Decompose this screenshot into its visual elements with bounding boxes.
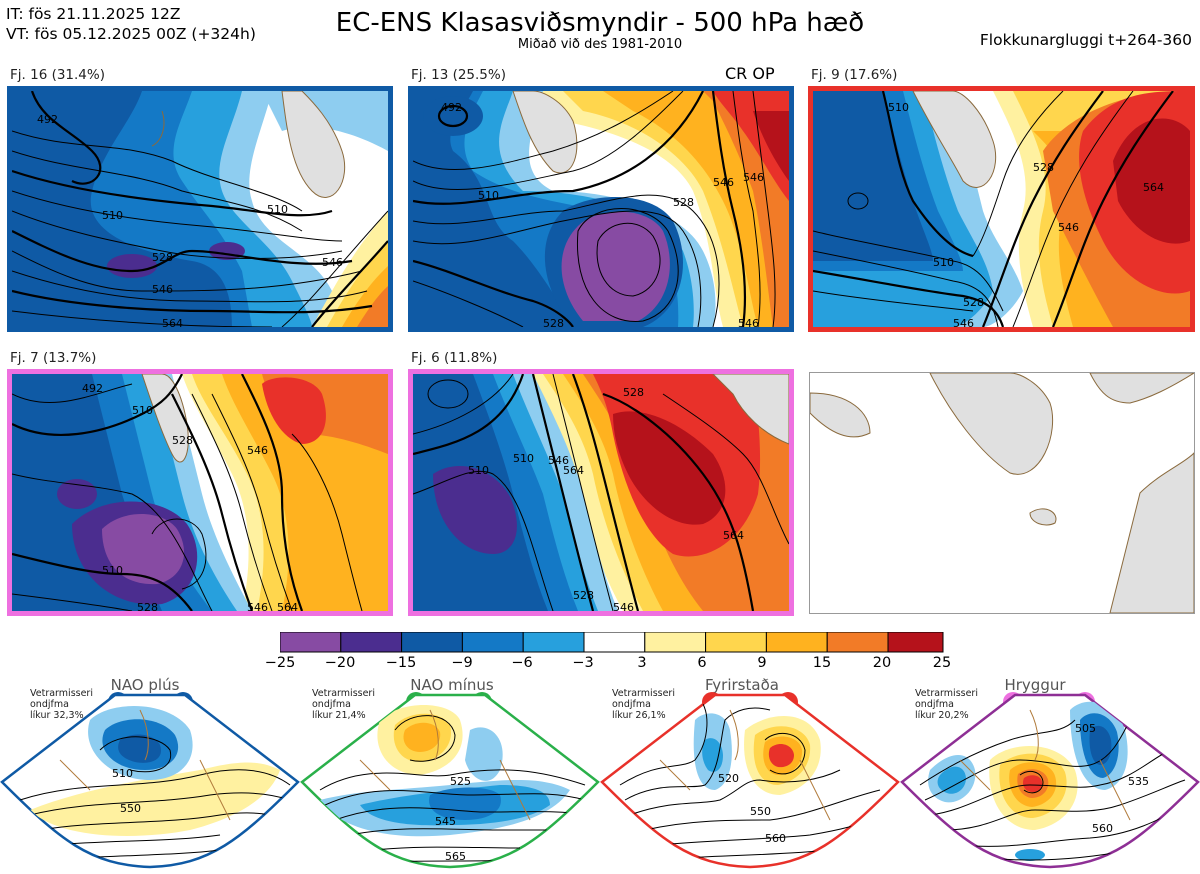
contour-label: 546 xyxy=(713,176,734,189)
contour-label: 546 xyxy=(738,317,759,327)
cluster-map-2: 492 510 528 528 546 546 546 xyxy=(408,86,794,332)
contour-label: 528 xyxy=(1033,161,1054,174)
contour-label: 528 xyxy=(152,251,173,264)
regime-info-ridge: Vetrarmisseri ondjfma líkur 20,2% xyxy=(915,688,978,721)
regime-info-nao-minus: Vetrarmisseri ondjfma líkur 21,4% xyxy=(312,688,375,721)
contour-label: 545 xyxy=(435,815,456,828)
contour-label: 546 xyxy=(247,601,268,611)
colorbar-tick: −3 xyxy=(572,655,594,671)
colorbar-tick: 6 xyxy=(697,655,707,671)
contour-label: 528 xyxy=(963,296,984,309)
contour-label: 564 xyxy=(563,464,584,477)
contour-label: 528 xyxy=(543,317,564,327)
cluster-map-3: 510 510 528 528 546 546 564 xyxy=(808,86,1195,332)
cluster-map-5: 510 510 528 528 546 546 564 564 xyxy=(408,369,794,616)
contour-label: 505 xyxy=(1075,722,1096,735)
contour-label: 546 xyxy=(743,171,764,184)
contour-label: 492 xyxy=(37,113,58,126)
cluster-map-4: 492 510 510 528 528 546 546 564 xyxy=(7,369,393,616)
initial-time: IT: fös 21.11.2025 12Z xyxy=(6,5,181,23)
regime-title-ridge: Hryggur xyxy=(1004,676,1066,694)
colorbar-tick: −20 xyxy=(324,655,356,671)
regime-map-nao-plus: 510 550 xyxy=(0,690,300,874)
contour-label: 492 xyxy=(82,382,103,395)
regime-info-blocking: Vetrarmisseri ondjfma líkur 26,1% xyxy=(612,688,675,721)
valid-time: VT: fös 05.12.2025 00Z (+324h) xyxy=(6,25,256,43)
contour-label: 565 xyxy=(445,850,466,863)
contour-label: 520 xyxy=(718,772,739,785)
contour-label: 560 xyxy=(1092,822,1113,835)
contour-label: 550 xyxy=(120,802,141,815)
colorbar-tick: −15 xyxy=(385,655,417,671)
colorbar-tick: 3 xyxy=(637,655,647,671)
anomaly-colorbar xyxy=(279,631,944,658)
contour-label: 510 xyxy=(888,101,909,114)
contour-label: 510 xyxy=(267,203,288,216)
contour-label: 510 xyxy=(102,209,123,222)
empty-base-map xyxy=(809,372,1195,614)
colorbar-tick: 15 xyxy=(812,655,832,671)
colorbar-tick: 9 xyxy=(757,655,767,671)
regime-info-nao-plus: Vetrarmisseri ondjfma líkur 32,3% xyxy=(30,688,93,721)
contour-label: 510 xyxy=(933,256,954,269)
colorbar-tick: 25 xyxy=(932,655,952,671)
contour-label: 510 xyxy=(112,767,133,780)
contour-label: 564 xyxy=(162,317,183,327)
contour-label: 546 xyxy=(1058,221,1079,234)
panel-label-3: Fj. 9 (17.6%) xyxy=(811,67,898,83)
regime-title-blocking: Fyrirstaða xyxy=(705,676,779,694)
contour-label: 535 xyxy=(1128,775,1149,788)
contour-label: 528 xyxy=(623,386,644,399)
classification-window: Flokkunargluggi t+264-360 xyxy=(979,31,1192,49)
contour-label: 510 xyxy=(468,464,489,477)
contour-label: 510 xyxy=(513,452,534,465)
cluster-map-1: 492 510 510 528 546 546 564 xyxy=(7,86,393,332)
panel-label-1: Fj. 16 (31.4%) xyxy=(10,67,105,83)
colorbar-tick: −25 xyxy=(264,655,296,671)
regime-map-nao-minus: 525 545 565 xyxy=(300,690,600,874)
regime-title-nao-minus: NAO mínus xyxy=(410,676,494,694)
panel-label-2: Fj. 13 (25.5%) xyxy=(411,67,506,83)
contour-label: 510 xyxy=(478,189,499,202)
regime-map-ridge: 505 535 560 xyxy=(900,690,1200,874)
page-subtitle: Miðað við des 1981-2010 xyxy=(517,37,683,52)
regime-map-blocking: 520 550 560 xyxy=(600,690,900,874)
panel-label-5: Fj. 6 (11.8%) xyxy=(411,350,498,366)
contour-label: 525 xyxy=(450,775,471,788)
contour-label: 510 xyxy=(102,564,123,577)
panel-label-4: Fj. 7 (13.7%) xyxy=(10,350,97,366)
contour-label: 528 xyxy=(137,601,158,611)
contour-label: 550 xyxy=(750,805,771,818)
colorbar-tick: 20 xyxy=(872,655,892,671)
header-times: IT: fös 21.11.2025 12Z VT: fös 05.12.202… xyxy=(6,4,256,44)
cr-op-label: CR OP xyxy=(725,64,775,83)
contour-label: 546 xyxy=(613,601,634,611)
contour-label: 528 xyxy=(573,589,594,602)
contour-label: 546 xyxy=(322,256,343,269)
colorbar-tick: −9 xyxy=(451,655,473,671)
contour-label: 560 xyxy=(765,832,786,845)
page-title: EC-ENS Klasasviðsmyndir - 500 hPa hæð xyxy=(335,8,865,38)
colorbar-tick: −6 xyxy=(511,655,533,671)
contour-label: 564 xyxy=(723,529,744,542)
contour-label: 528 xyxy=(172,434,193,447)
colorbar-swatches xyxy=(279,631,944,653)
contour-label: 546 xyxy=(247,444,268,457)
contour-label: 546 xyxy=(152,283,173,296)
contour-label: 564 xyxy=(1143,181,1164,194)
contour-label: 546 xyxy=(548,454,569,467)
contour-label: 546 xyxy=(953,317,974,327)
contour-label: 528 xyxy=(673,196,694,209)
contour-label: 510 xyxy=(132,404,153,417)
contour-label: 564 xyxy=(277,601,298,611)
regime-title-nao-plus: NAO plús xyxy=(110,676,180,694)
contour-label: 492 xyxy=(441,101,462,114)
